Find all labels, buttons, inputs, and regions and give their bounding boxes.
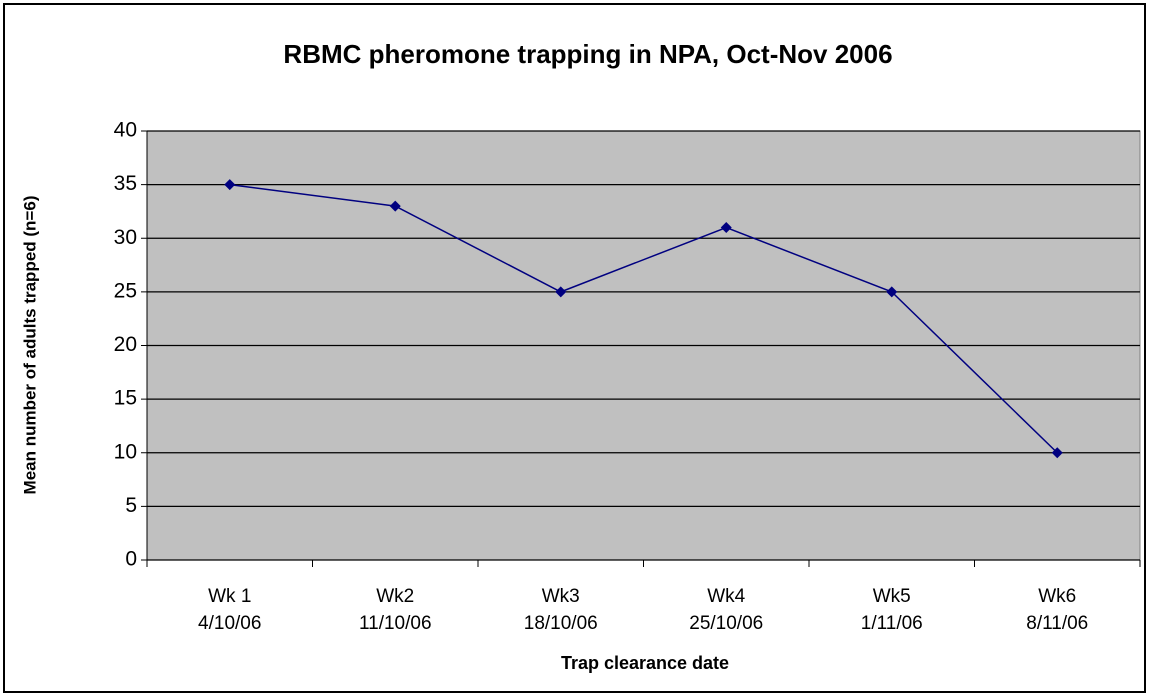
- data-point: [224, 179, 236, 191]
- x-tick-label: Wk4: [707, 586, 745, 607]
- chart-title: RBMC pheromone trapping in NPA, Oct-Nov …: [283, 39, 892, 69]
- y-tick-label: 40: [114, 119, 137, 142]
- y-axis-label: Mean number of adults trapped (n=6): [20, 196, 39, 495]
- data-point: [1051, 447, 1063, 459]
- x-tick-label: Wk3: [542, 586, 580, 607]
- x-tick-label: Wk5: [873, 586, 911, 607]
- y-tick-label: 20: [114, 333, 137, 356]
- y-tick-label: 35: [114, 172, 137, 195]
- data-point: [720, 222, 732, 234]
- x-tick-label: 1/11/06: [861, 613, 923, 634]
- x-tick-label: 25/10/06: [689, 613, 763, 634]
- x-axis-label: Trap clearance date: [561, 653, 729, 673]
- x-tick-label: 4/10/06: [198, 613, 261, 634]
- x-tick-label: 11/10/06: [359, 613, 432, 634]
- y-tick-label: 30: [114, 226, 137, 249]
- y-tick-label: 15: [114, 387, 137, 410]
- data-point: [886, 286, 898, 298]
- y-tick-label: 0: [125, 548, 137, 571]
- y-tick-label: 10: [114, 440, 137, 463]
- series-line: [229, 183, 1058, 454]
- y-tick-label: 5: [125, 494, 137, 517]
- data-point: [555, 286, 567, 298]
- x-tick-label: Wk6: [1038, 586, 1076, 607]
- x-tick-label: 8/11/06: [1026, 613, 1088, 634]
- y-tick-label: 25: [114, 279, 137, 302]
- x-tick-label: Wk2: [376, 586, 414, 607]
- x-tick-label: Wk 1: [208, 586, 251, 607]
- x-tick-label: 18/10/06: [524, 613, 598, 634]
- data-point: [389, 200, 401, 212]
